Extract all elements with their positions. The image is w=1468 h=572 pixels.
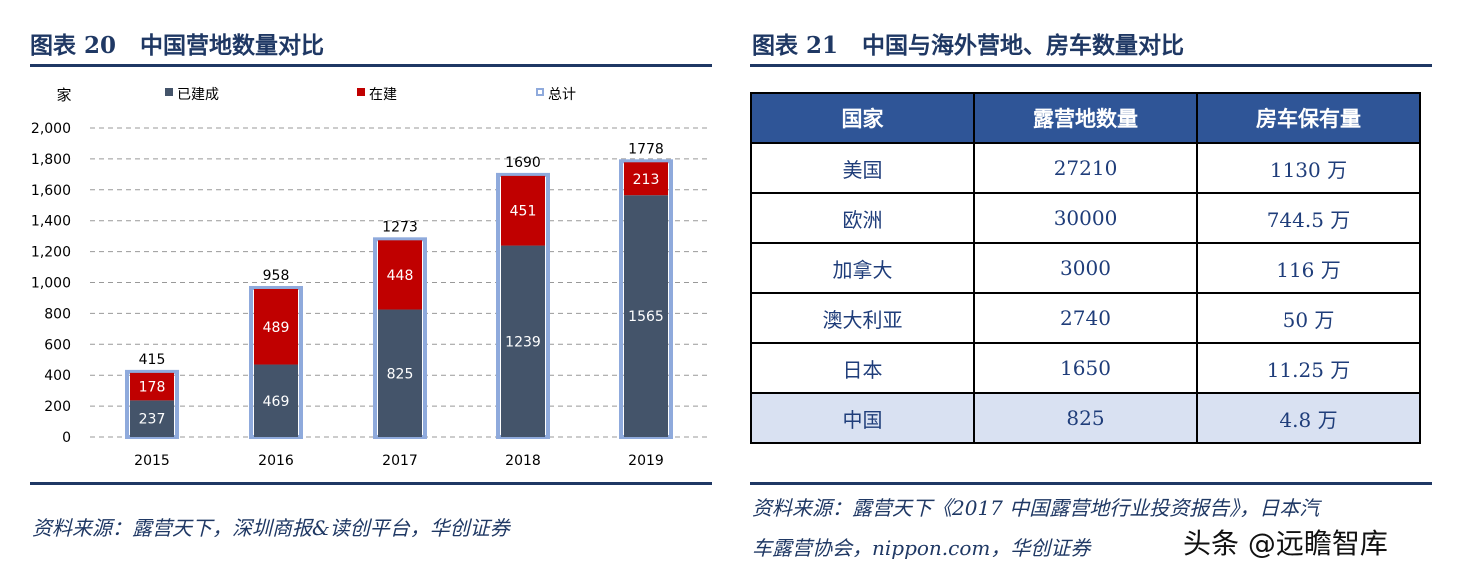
x-tick-label: 2016 (258, 453, 294, 469)
table-cell: 2740 (973, 292, 1198, 344)
under-construction-bar (130, 372, 174, 401)
under-construction-value-label: 178 (139, 380, 166, 396)
left-source: 资料来源：露营天下，深圳商报&读创平台，华创证券 (32, 516, 510, 540)
y-tick-label: 600 (44, 337, 71, 353)
right-bottom-rule (750, 482, 1432, 485)
y-axis-label: 家 (56, 86, 71, 104)
built-value-label: 1239 (505, 334, 541, 350)
table-row: 澳大利亚 2740 50 万 (750, 292, 1421, 344)
table-row: 欧洲 30000 744.5 万 (750, 192, 1421, 244)
y-tick-label: 1,400 (31, 214, 71, 230)
total-value-label: 1690 (505, 155, 541, 171)
x-tick-label: 2018 (505, 453, 541, 469)
table-cell: 1130 万 (1196, 142, 1421, 194)
table-cell: 50 万 (1196, 292, 1421, 344)
table-row: 美国 27210 1130 万 (750, 142, 1421, 194)
under-construction-bar (378, 240, 422, 310)
legend-label: 在建 (369, 87, 397, 103)
right-title-rule (750, 64, 1432, 67)
table-cell: 加拿大 (750, 242, 975, 294)
y-tick-label: 1,000 (31, 276, 71, 292)
built-bar (130, 400, 174, 437)
y-tick-label: 200 (44, 399, 71, 415)
total-value-label: 1273 (382, 219, 418, 235)
built-bar (378, 309, 422, 437)
left-title-rule (30, 64, 712, 67)
under-construction-bar (254, 288, 298, 365)
table-header: 国家 (750, 92, 975, 144)
legend-swatch (536, 88, 544, 96)
right-figure-title: 图表 21 中国与海外营地、房车数量对比 (752, 32, 1185, 59)
y-tick-label: 1,600 (31, 183, 71, 199)
stacked-bar-chart: 0 200 400 600 800 1,000 1,200 1,400 1,600 1,800 2,… (31, 86, 710, 469)
y-tick-label: 800 (44, 306, 71, 322)
built-bar (501, 245, 545, 437)
under-construction-value-label: 451 (510, 204, 537, 220)
built-value-label: 237 (139, 412, 166, 428)
left-bottom-rule (30, 482, 712, 485)
table-row: 日本 1650 11.25 万 (750, 342, 1421, 394)
total-value-label: 1778 (628, 141, 664, 157)
y-tick-label: 2,000 (31, 121, 71, 137)
under-construction-bar (624, 162, 668, 196)
under-construction-value-label: 448 (387, 268, 414, 284)
right-source-line1: 资料来源：露营天下《2017 中国露营地行业投资报告》，日本汽 (752, 496, 1320, 520)
legend-label: 已建成 (177, 87, 219, 103)
y-tick-label: 400 (44, 368, 71, 384)
built-bar (624, 195, 668, 437)
x-tick-label: 2019 (628, 453, 664, 469)
built-value-label: 825 (387, 366, 414, 382)
legend-label: 总计 (548, 87, 576, 103)
under-construction-bar (501, 175, 545, 246)
watermark: 头条 @远瞻智库 (1183, 527, 1388, 560)
table-cell: 744.5 万 (1196, 192, 1421, 244)
table-cell: 澳大利亚 (750, 292, 975, 344)
table-cell: 825 (973, 392, 1198, 444)
under-construction-value-label: 489 (263, 320, 290, 336)
table-cell: 中国 (750, 392, 975, 444)
comparison-table: 国家 露营地数量 房车保有量 美国 27210 1130 万欧洲 30000 744.5 万加… (750, 92, 1421, 444)
under-construction-value-label: 213 (633, 172, 660, 188)
legend-swatch (165, 88, 173, 96)
table-cell: 27210 (973, 142, 1198, 194)
built-value-label: 1565 (628, 309, 664, 325)
left-figure-title: 图表 20 中国营地数量对比 (30, 32, 325, 59)
x-tick-label: 2015 (134, 453, 170, 469)
table-header: 露营地数量 (973, 92, 1198, 144)
y-tick-label: 1,800 (31, 152, 71, 168)
legend-swatch (357, 88, 365, 96)
table-cell: 11.25 万 (1196, 342, 1421, 394)
table-header: 房车保有量 (1196, 92, 1421, 144)
y-tick-label: 1,200 (31, 245, 71, 261)
right-source-line2: 车露营协会，nippon.com，华创证券 (752, 536, 1091, 560)
table-cell: 30000 (973, 192, 1198, 244)
y-tick-label: 0 (62, 430, 71, 446)
table-cell: 3000 (973, 242, 1198, 294)
total-value-label: 415 (139, 352, 166, 368)
table-cell: 116 万 (1196, 242, 1421, 294)
total-value-label: 958 (263, 268, 290, 284)
table-cell: 日本 (750, 342, 975, 394)
built-bar (254, 364, 298, 437)
table-row: 加拿大 3000 116 万 (750, 242, 1421, 294)
built-value-label: 469 (263, 394, 290, 410)
table-cell: 4.8 万 (1196, 392, 1421, 444)
table-cell: 1650 (973, 342, 1198, 394)
table-cell: 美国 (750, 142, 975, 194)
x-tick-label: 2017 (382, 453, 418, 469)
table-row: 中国 825 4.8 万 (750, 392, 1421, 444)
table-cell: 欧洲 (750, 192, 975, 244)
